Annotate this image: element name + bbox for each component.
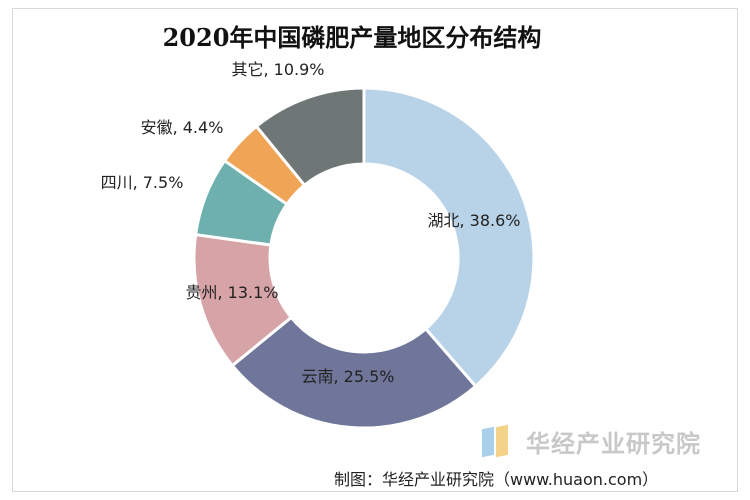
watermark-logo-icon bbox=[482, 424, 516, 458]
slice-label-4: 四川, 7.5% bbox=[101, 173, 184, 192]
chart-frame bbox=[12, 8, 738, 492]
slice-6 bbox=[254, 86, 366, 188]
watermark: 华经产业研究院 bbox=[482, 420, 732, 460]
slice-label-5: 安徽, 4.4% bbox=[141, 118, 224, 137]
slice-label-6: 其它, 10.9% bbox=[231, 60, 324, 79]
slice-2 bbox=[230, 315, 478, 430]
slice-1 bbox=[362, 86, 536, 389]
slice-label-3: 贵州, 13.1% bbox=[185, 283, 278, 302]
chart-title: 2020年中国磷肥产量地区分布结构 bbox=[162, 23, 542, 52]
slice-label-2: 云南, 25.5% bbox=[301, 367, 394, 386]
source-note: 制图：华经产业研究院（www.huaon.com） bbox=[334, 470, 659, 489]
watermark-text: 华经产业研究院 bbox=[526, 430, 701, 458]
slice-label-1: 湖北, 38.6% bbox=[427, 211, 520, 230]
